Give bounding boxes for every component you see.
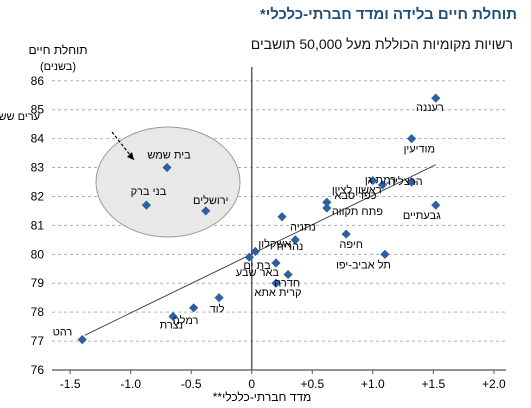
data-point <box>322 203 332 213</box>
data-point <box>431 200 441 210</box>
chart-title: תוחלת חיים בלידה ומדד חברתי-כלכלי* <box>259 6 517 23</box>
y-tick-label: 80 <box>31 247 45 261</box>
chart-subtitle: רשויות מקומיות הכוללת מעל 50,000 תושבים <box>250 36 513 52</box>
point-label: ירושלים <box>193 194 229 207</box>
haredi-cities-ellipse <box>95 126 241 238</box>
point-label: נתניה <box>290 222 316 234</box>
point-label: נהריה <box>277 241 304 253</box>
y-tick-label: 85 <box>31 103 45 117</box>
point-label: רהט <box>53 327 73 339</box>
data-point <box>162 162 172 173</box>
data-point <box>271 278 281 288</box>
point-label: אשקלון <box>258 237 291 250</box>
point-label: פתח תקווה <box>332 206 383 218</box>
data-point <box>250 246 260 257</box>
x-tick-label: 0 <box>248 377 255 391</box>
point-label: לוד <box>210 303 225 316</box>
y-tick-label: 78 <box>31 305 45 319</box>
data-point <box>406 134 417 144</box>
data-point <box>322 197 332 207</box>
data-point <box>244 252 254 262</box>
y-tick-label: 84 <box>31 132 45 146</box>
data-point <box>201 206 211 216</box>
point-label: נצרת <box>160 319 183 331</box>
data-point <box>277 212 287 222</box>
point-label: הרצליה <box>388 175 422 188</box>
point-label: חיפה <box>339 239 363 251</box>
point-label: ראשון לציון <box>332 183 382 196</box>
x-tick-label: +1.5 <box>422 377 446 391</box>
point-label: בת ים <box>243 260 271 272</box>
point-label: מודיעין <box>404 144 436 156</box>
data-point <box>283 269 293 280</box>
data-point <box>341 229 351 239</box>
point-labels: רעננה מודיעין הרצליה גבעתיים כפר סבא רמת גןרא… <box>53 102 444 338</box>
point-label: כפר סבא <box>334 190 376 202</box>
data-point <box>406 177 417 187</box>
point-label: באר שבע <box>236 267 280 279</box>
data-point <box>290 235 300 245</box>
annotation-label: ערים ששיעור החרדים בהן גבוה <box>0 111 40 123</box>
data-point <box>377 180 388 190</box>
data-point <box>77 335 87 345</box>
y-axis-unit: (בשנים) <box>40 61 76 73</box>
x-tick-label: +0.5 <box>300 377 324 391</box>
x-tick-label: -0.5 <box>181 377 202 391</box>
y-tick-label: 82 <box>31 189 45 203</box>
annotation-arrowhead <box>127 152 134 160</box>
point-label: גבעתיים <box>403 210 441 222</box>
data-point <box>214 293 224 303</box>
x-axis-title: מדד חברתי-כלכלי** <box>213 390 311 404</box>
data-point <box>141 200 152 210</box>
axes: 76 77 78 79 80 81 82 83 84 85 86 -1.5 -1.0 -0.5 0 +0.5 +… <box>31 67 506 391</box>
data-points <box>77 93 441 345</box>
y-axis-title: תוחלת חיים <box>28 43 87 57</box>
point-label: קרית אתא <box>254 287 301 299</box>
y-tick-label: 81 <box>31 218 45 232</box>
point-label: בית שמש <box>147 150 191 162</box>
point-label: תל אביב-יפו <box>336 258 391 271</box>
x-tick-label: -1.5 <box>60 377 81 391</box>
data-point <box>368 175 378 186</box>
trendline-group <box>84 164 436 336</box>
point-label: בני ברק <box>131 186 167 198</box>
annotation-arrow <box>111 131 135 161</box>
x-tick-label: +2.0 <box>482 377 506 391</box>
point-label: חדרה <box>274 278 300 290</box>
point-label: רמת גן <box>365 175 396 187</box>
y-tick-label: 83 <box>31 161 45 175</box>
point-label: רמלה <box>173 314 199 327</box>
data-point <box>380 249 390 259</box>
data-point <box>168 311 178 322</box>
y-tick-label: 77 <box>31 334 45 348</box>
data-point <box>271 258 281 268</box>
data-point <box>431 93 441 103</box>
x-tick-label: +1.0 <box>361 377 385 391</box>
point-label: רעננה <box>416 102 444 114</box>
x-tick-label: -1.0 <box>120 377 141 391</box>
data-point <box>189 303 199 313</box>
trendline <box>84 164 436 336</box>
y-tick-label: 79 <box>31 276 45 290</box>
y-tick-label: 86 <box>31 74 45 88</box>
y-tick-label: 76 <box>31 363 45 377</box>
